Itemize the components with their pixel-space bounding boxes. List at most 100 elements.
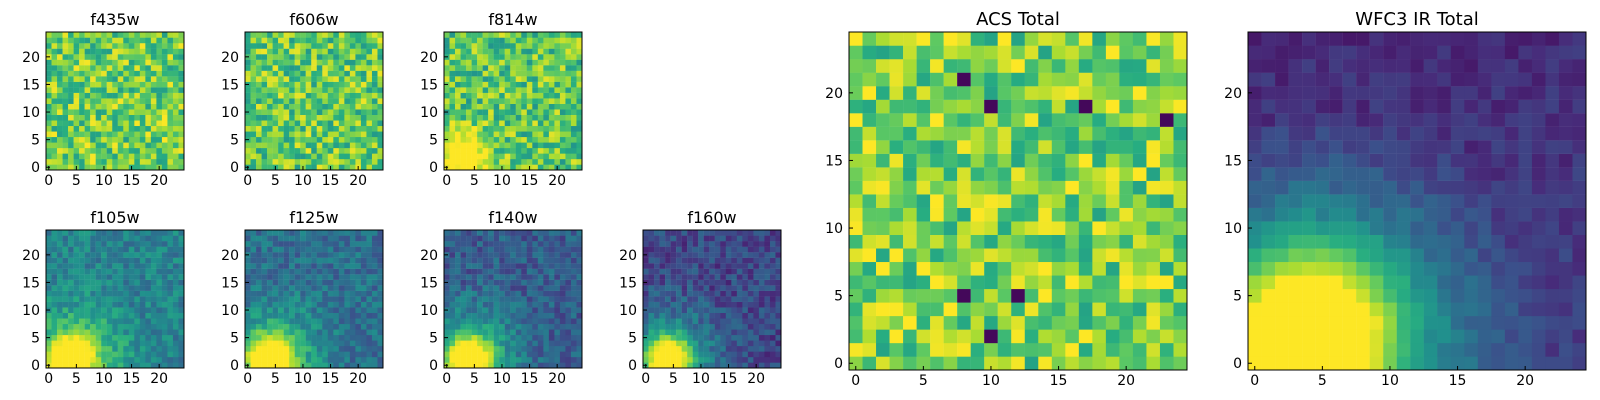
- heatmap-cell: [862, 356, 877, 371]
- heatmap-cell: [758, 351, 765, 358]
- heatmap-cell: [504, 125, 511, 132]
- heatmap-cell: [1078, 329, 1093, 344]
- heatmap-cell: [889, 234, 904, 249]
- heatmap-cell: [849, 342, 863, 357]
- heatmap-cell: [643, 285, 649, 291]
- heatmap-cell: [488, 356, 494, 363]
- heatmap-cell: [305, 323, 312, 330]
- heatmap-cell: [139, 285, 146, 291]
- heatmap-cell: [665, 285, 671, 291]
- heatmap-cell: [709, 362, 715, 369]
- heatmap-cell: [997, 113, 1012, 127]
- heatmap-cell: [482, 279, 489, 286]
- heatmap-cell: [466, 230, 472, 236]
- heatmap-cell: [849, 126, 863, 141]
- heatmap-cell: [51, 356, 58, 363]
- heatmap-cell: [256, 318, 262, 325]
- heatmap-cell: [294, 114, 301, 121]
- heatmap-cell: [90, 48, 96, 55]
- heatmap-cell: [322, 345, 328, 352]
- heatmap-cell: [493, 81, 500, 88]
- heatmap-cell: [570, 147, 577, 154]
- heatmap-cell: [758, 235, 765, 242]
- heatmap-cell: [156, 76, 163, 82]
- heatmap-cell: [916, 140, 931, 154]
- heatmap-cell: [101, 235, 107, 242]
- heatmap-cell: [862, 207, 877, 222]
- heatmap-cell: [278, 136, 284, 143]
- heatmap-cell: [903, 342, 917, 357]
- heatmap-cell: [79, 263, 85, 269]
- heatmap-cell: [659, 362, 666, 369]
- heatmap-cell: [112, 131, 118, 138]
- heatmap-cell: [68, 32, 74, 38]
- heatmap-cell: [344, 334, 351, 341]
- heatmap-cell: [769, 329, 776, 336]
- heatmap-cell: [300, 296, 306, 302]
- heatmap-cell: [676, 235, 682, 242]
- heatmap-cell: [156, 120, 163, 127]
- heatmap-cell: [559, 263, 566, 269]
- heatmap-cell: [283, 356, 290, 363]
- heatmap-cell: [305, 103, 312, 110]
- heatmap-cell: [134, 351, 141, 358]
- heatmap-cell: [134, 43, 141, 49]
- heatmap-cell: [687, 329, 693, 336]
- heatmap-cell: [510, 235, 516, 242]
- heatmap-cell: [167, 323, 174, 330]
- heatmap-cell: [150, 274, 157, 280]
- heatmap-cell: [123, 109, 129, 115]
- heatmap-cell: [90, 136, 96, 143]
- heatmap-cell: [344, 345, 351, 352]
- heatmap-cell: [57, 268, 63, 275]
- heatmap-cell: [1132, 194, 1147, 208]
- heatmap-cell: [57, 164, 63, 171]
- heatmap-cell: [725, 345, 732, 352]
- heatmap-cell: [305, 37, 312, 44]
- heatmap-cell: [261, 142, 268, 149]
- heatmap-cell: [548, 263, 555, 269]
- x-tick-label: 20: [548, 173, 566, 189]
- heatmap-cell: [172, 230, 179, 236]
- heatmap-cell: [570, 92, 577, 99]
- heatmap-cell: [360, 76, 367, 82]
- heatmap-cell: [46, 125, 52, 132]
- heatmap-cell: [742, 323, 749, 330]
- heatmap-cell: [736, 241, 743, 247]
- heatmap-cell: [123, 43, 129, 49]
- heatmap-cell: [178, 147, 185, 154]
- heatmap-cell: [377, 43, 384, 49]
- heatmap-cell: [1119, 207, 1134, 222]
- heatmap-cell: [245, 37, 251, 44]
- heatmap-cell: [344, 153, 351, 160]
- heatmap-cell: [305, 65, 312, 71]
- heatmap-cell: [289, 301, 295, 308]
- heatmap-cell: [526, 37, 533, 44]
- heatmap-cell: [84, 65, 91, 71]
- heatmap-cell: [139, 323, 146, 330]
- heatmap-cell: [521, 158, 527, 165]
- heatmap-cell: [46, 235, 52, 242]
- heatmap-cell: [272, 263, 279, 269]
- heatmap-cell: [344, 136, 351, 143]
- heatmap-cell: [57, 279, 63, 286]
- heatmap-cell: [267, 54, 273, 60]
- heatmap-cell: [698, 230, 704, 236]
- heatmap-cell: [504, 230, 511, 236]
- heatmap-cell: [294, 362, 301, 369]
- heatmap-cell: [957, 342, 971, 357]
- heatmap-cell: [477, 334, 483, 341]
- heatmap-cell: [488, 285, 494, 291]
- heatmap-cell: [355, 351, 362, 358]
- heatmap-cell: [145, 274, 152, 280]
- heatmap-cell: [256, 290, 262, 297]
- heatmap-cell: [167, 290, 174, 297]
- heatmap-cell: [145, 257, 152, 264]
- heatmap-cell: [455, 81, 461, 88]
- heatmap-cell: [377, 257, 384, 264]
- heatmap-cell: [283, 81, 290, 88]
- heatmap-cell: [687, 279, 693, 286]
- heatmap-cell: [327, 257, 334, 264]
- heatmap-cell: [758, 230, 765, 236]
